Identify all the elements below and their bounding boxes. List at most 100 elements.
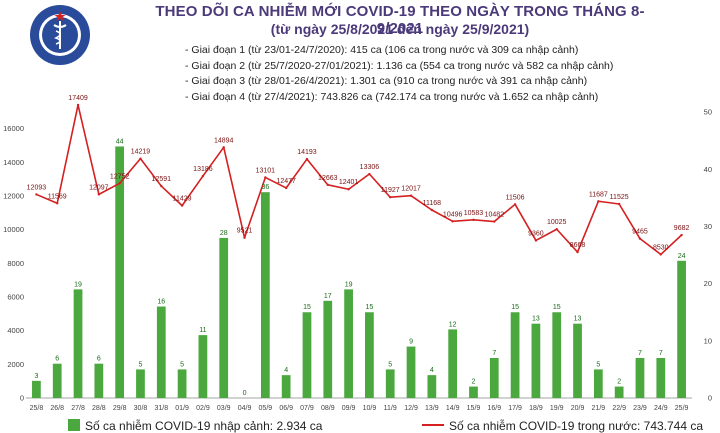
bar-value-label: 11 bbox=[199, 327, 206, 334]
bar-value-label: 15 bbox=[511, 304, 519, 311]
x-tick-label: 25/8 bbox=[30, 405, 44, 412]
line-value-label: 11525 bbox=[610, 194, 629, 201]
bar-value-label: 5 bbox=[180, 361, 184, 368]
line-value-label: 13101 bbox=[256, 167, 276, 174]
bar bbox=[219, 237, 229, 398]
bar bbox=[344, 289, 353, 398]
x-tick-label: 13/9 bbox=[425, 405, 439, 412]
bar bbox=[427, 375, 437, 398]
line-value-label: 9521 bbox=[237, 228, 253, 235]
line-point bbox=[118, 182, 121, 185]
x-tick-label: 09/9 bbox=[342, 405, 356, 412]
legend-bar-swatch bbox=[68, 419, 80, 431]
legend-item-line: Số ca nhiễm COVID-19 trong nước: 743.744… bbox=[422, 419, 703, 433]
bar-value-label: 2 bbox=[472, 379, 476, 386]
bar-value-label: 0 bbox=[243, 390, 247, 397]
line-point bbox=[597, 200, 600, 203]
bar-value-label: 6 bbox=[97, 356, 101, 363]
line-point bbox=[139, 157, 142, 160]
bar bbox=[323, 300, 333, 398]
line-value-label: 8530 bbox=[653, 244, 669, 251]
bar bbox=[365, 312, 374, 398]
bar bbox=[573, 323, 582, 398]
line-point bbox=[430, 208, 434, 212]
line-point bbox=[534, 239, 538, 242]
x-tick-label: 06/9 bbox=[279, 405, 293, 412]
x-tick-label: 25/9 bbox=[675, 405, 689, 412]
bar-value-label: 7 bbox=[659, 350, 663, 357]
bar-value-label: 17 bbox=[324, 293, 332, 300]
line-point bbox=[659, 253, 662, 256]
legend: Số ca nhiễm COVID-19 nhập cảnh: 2.934 ca… bbox=[60, 419, 720, 433]
bar bbox=[656, 357, 666, 398]
line-value-label: 14193 bbox=[297, 149, 317, 156]
line-point bbox=[326, 183, 329, 187]
line-value-label: 9682 bbox=[674, 225, 690, 232]
line-value-label: 9360 bbox=[528, 230, 544, 237]
line-point bbox=[493, 220, 496, 223]
x-tick-label: 01/9 bbox=[175, 405, 189, 412]
bar bbox=[635, 357, 645, 398]
line-point bbox=[638, 237, 642, 240]
stage-note: - Giai đoạn 1 (từ 23/01-24/7/2020): 415 … bbox=[185, 44, 579, 56]
stage-note: - Giai đoạn 2 (từ 25/7/2020-27/01/2021):… bbox=[185, 59, 614, 72]
bar-value-label: 19 bbox=[345, 281, 353, 288]
bar bbox=[281, 375, 291, 398]
bar bbox=[469, 386, 478, 398]
bar bbox=[136, 369, 145, 398]
bar-value-label: 7 bbox=[492, 350, 496, 357]
y-left-tick-label: 6000 bbox=[7, 293, 24, 302]
bar bbox=[677, 260, 686, 398]
bar-value-label: 2 bbox=[617, 379, 621, 386]
line-value-label: 12017 bbox=[401, 186, 421, 193]
line-point bbox=[513, 203, 517, 206]
x-tick-label: 17/9 bbox=[508, 405, 522, 412]
line-value-label: 12097 bbox=[89, 184, 109, 191]
y-right-tick-label: 40 bbox=[704, 165, 712, 174]
bar-value-label: 13 bbox=[532, 316, 540, 323]
legend-item-bars: Số ca nhiễm COVID-19 nhập cảnh: 2.934 ca bbox=[68, 419, 322, 433]
bar-value-label: 24 bbox=[678, 253, 686, 260]
bar bbox=[32, 380, 41, 398]
line-value-label: 10025 bbox=[547, 219, 567, 226]
x-tick-label: 03/9 bbox=[217, 405, 231, 412]
legend-bar-label: Số ca nhiễm COVID-19 nhập cảnh: 2.934 ca bbox=[85, 419, 323, 433]
bar bbox=[260, 192, 270, 398]
bar-value-label: 6 bbox=[55, 356, 59, 363]
line-point bbox=[264, 176, 267, 179]
x-tick-label: 24/9 bbox=[654, 405, 668, 412]
line-value-label: 11168 bbox=[423, 200, 442, 207]
bar bbox=[385, 369, 395, 398]
line-point bbox=[555, 228, 558, 231]
bar-value-label: 3 bbox=[34, 373, 38, 380]
bar-value-label: 4 bbox=[284, 367, 288, 374]
bar-value-label: 19 bbox=[74, 281, 82, 288]
y-right-tick-label: 10 bbox=[704, 336, 712, 345]
y-right-tick-label: 30 bbox=[704, 222, 712, 231]
x-tick-label: 14/9 bbox=[446, 405, 460, 412]
line-point bbox=[180, 204, 184, 207]
line-value-label: 14219 bbox=[131, 149, 151, 156]
line-value-label: 11569 bbox=[48, 193, 67, 200]
bar bbox=[302, 312, 312, 398]
line-value-label: 12093 bbox=[27, 184, 47, 191]
x-tick-label: 04/9 bbox=[238, 405, 252, 412]
line-value-label: 13306 bbox=[360, 164, 380, 171]
x-tick-label: 29/8 bbox=[113, 405, 127, 412]
line-value-label: 8668 bbox=[570, 242, 586, 249]
line-point bbox=[76, 103, 80, 107]
bar bbox=[52, 363, 62, 398]
bar-value-label: 15 bbox=[366, 304, 374, 311]
line-point bbox=[222, 146, 225, 149]
bar-value-label: 5 bbox=[139, 361, 143, 368]
line-value-label: 10496 bbox=[443, 211, 463, 218]
chart-title: THEO DÕI CA NHIỄM MỚI COVID-19 THEO NGÀY… bbox=[155, 3, 645, 37]
x-tick-label: 10/9 bbox=[363, 405, 377, 412]
bar-value-label: 12 bbox=[449, 321, 457, 328]
line-point bbox=[160, 184, 163, 188]
line-value-label: 10583 bbox=[464, 210, 484, 217]
line-point bbox=[97, 193, 101, 196]
x-tick-label: 07/9 bbox=[300, 405, 314, 412]
x-tick-label: 28/8 bbox=[92, 405, 106, 412]
line-value-label: 12663 bbox=[318, 175, 338, 182]
